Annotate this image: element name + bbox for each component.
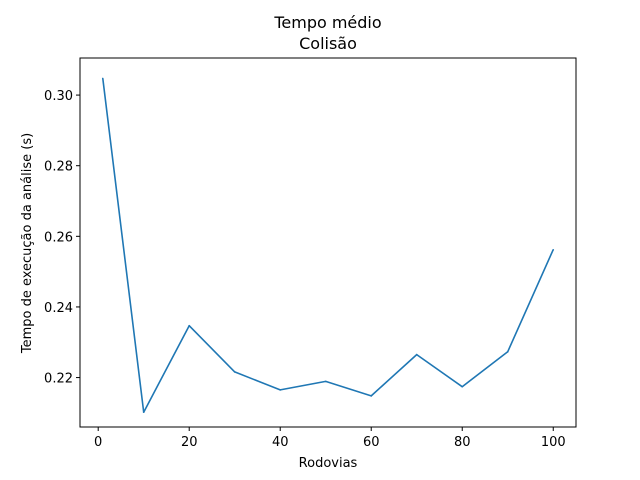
data-point bbox=[506, 350, 509, 353]
x-tick-label: 60 bbox=[363, 435, 380, 450]
y-tick-label: 0.28 bbox=[44, 160, 73, 175]
data-point bbox=[461, 385, 464, 388]
data-point bbox=[324, 380, 327, 383]
y-axis: 0.22 0.24 0.26 0.28 0.30 bbox=[44, 89, 80, 387]
chart-title: Tempo médio bbox=[273, 13, 381, 32]
y-tick-label: 0.26 bbox=[44, 230, 73, 245]
data-point bbox=[370, 395, 373, 397]
data-point bbox=[188, 324, 191, 327]
data-point bbox=[279, 389, 282, 391]
x-axis-label: Rodovias bbox=[299, 456, 358, 471]
chart-subtitle: Colisão bbox=[299, 34, 357, 53]
data-point bbox=[233, 371, 236, 373]
data-point bbox=[552, 248, 555, 251]
data-point bbox=[415, 353, 418, 356]
axes-frame bbox=[79, 57, 577, 428]
x-tick-label: 20 bbox=[181, 435, 198, 450]
x-axis: 0 20 40 60 80 100 bbox=[94, 427, 566, 450]
data-point bbox=[101, 77, 104, 80]
y-tick-label: 0.30 bbox=[44, 89, 73, 104]
x-tick-label: 80 bbox=[454, 435, 471, 450]
x-tick-label: 0 bbox=[94, 435, 102, 450]
plot-area bbox=[101, 77, 555, 414]
y-tick-label: 0.24 bbox=[44, 301, 73, 316]
y-axis-label: Tempo de execução da análise (s) bbox=[20, 133, 35, 354]
x-tick-label: 100 bbox=[541, 435, 566, 450]
data-point bbox=[142, 411, 145, 413]
x-tick-label: 40 bbox=[272, 435, 289, 450]
y-tick-label: 0.22 bbox=[44, 372, 73, 387]
